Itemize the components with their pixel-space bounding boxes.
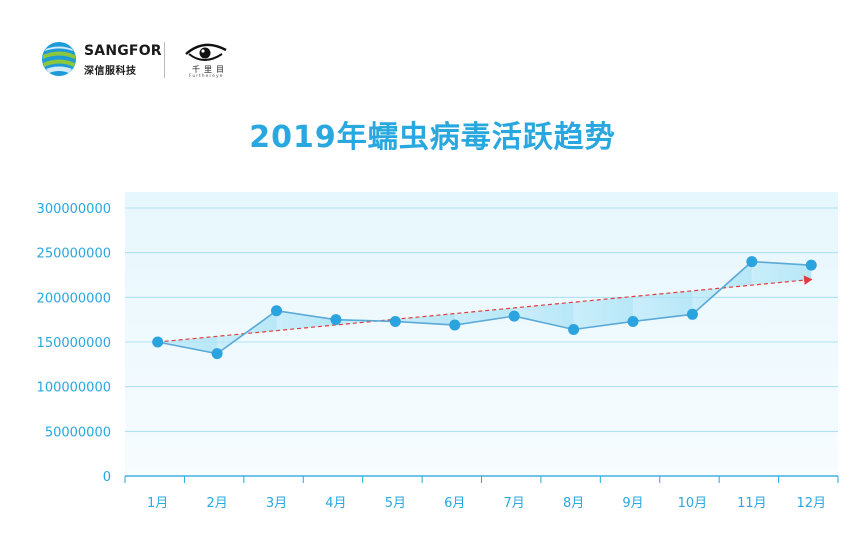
trendline (157, 275, 813, 343)
x-tick-label: 12月 (796, 496, 826, 511)
data-point (271, 305, 283, 317)
x-tick-label: 1月 (147, 496, 168, 511)
fill-segment (633, 290, 693, 322)
x-tick-label: 5月 (385, 496, 406, 511)
logo-area: SANGFOR 深信服科技 千里目 Furthereye (40, 38, 270, 88)
data-point (508, 310, 520, 322)
x-tick-label: 11月 (737, 496, 767, 511)
y-tick-label: 100000000 (37, 381, 111, 396)
trend-arrow (157, 275, 813, 343)
fill-segment (751, 261, 812, 286)
plot-background (125, 192, 838, 476)
logo-divider (164, 42, 165, 78)
x-tick-label: 7月 (504, 496, 525, 511)
y-tick-label: 200000000 (37, 291, 111, 306)
data-point (805, 259, 817, 271)
sangfor-globe-icon (42, 42, 76, 76)
data-point (746, 256, 758, 268)
x-tick-label: 6月 (444, 496, 465, 511)
data-point (330, 314, 342, 326)
y-tick-label: 150000000 (37, 336, 111, 351)
data-point (627, 315, 639, 327)
y-axis-ticks: 0 50000000 100000000 150000000 200000000 2500… (37, 202, 111, 485)
sangfor-logo-text: SANGFOR (84, 43, 162, 59)
x-tick-label: 4月 (325, 496, 346, 511)
fill-segment (514, 302, 574, 330)
x-axis: 1月 2月 3月 4月 5月 6月 7月 8月 9月 10月 11月 12月 (124, 475, 839, 511)
y-tick-label: 250000000 (37, 247, 111, 262)
y-tick-label: 50000000 (45, 425, 111, 440)
x-tick-label: 8月 (563, 496, 584, 511)
series-line (157, 260, 812, 355)
data-point (211, 348, 223, 360)
fill-segment (454, 307, 515, 326)
data-point (568, 323, 580, 335)
x-tick-label: 3月 (266, 496, 287, 511)
chart-title: 2019年蠕虫病毒活跃趋势 (249, 120, 616, 155)
eye-icon (185, 43, 227, 61)
data-point (686, 308, 698, 320)
x-tick-label: 9月 (622, 496, 643, 511)
data-points (152, 256, 817, 360)
fill-segment (276, 310, 336, 331)
x-tick-label: 2月 (206, 496, 227, 511)
sangfor-logo-subtext: 深信服科技 (84, 66, 137, 77)
series-path (157, 260, 812, 355)
partner-logo-subtext: Furthereye (189, 74, 224, 79)
data-point (152, 336, 164, 348)
y-tick-label: 0 (103, 470, 111, 485)
data-point (389, 315, 401, 327)
y-tick-label: 300000000 (37, 202, 111, 217)
x-tick-label: 10月 (678, 496, 708, 511)
fill-segment (573, 296, 634, 330)
data-point (449, 319, 461, 331)
partner-logo-text: 千里目 (192, 65, 228, 74)
